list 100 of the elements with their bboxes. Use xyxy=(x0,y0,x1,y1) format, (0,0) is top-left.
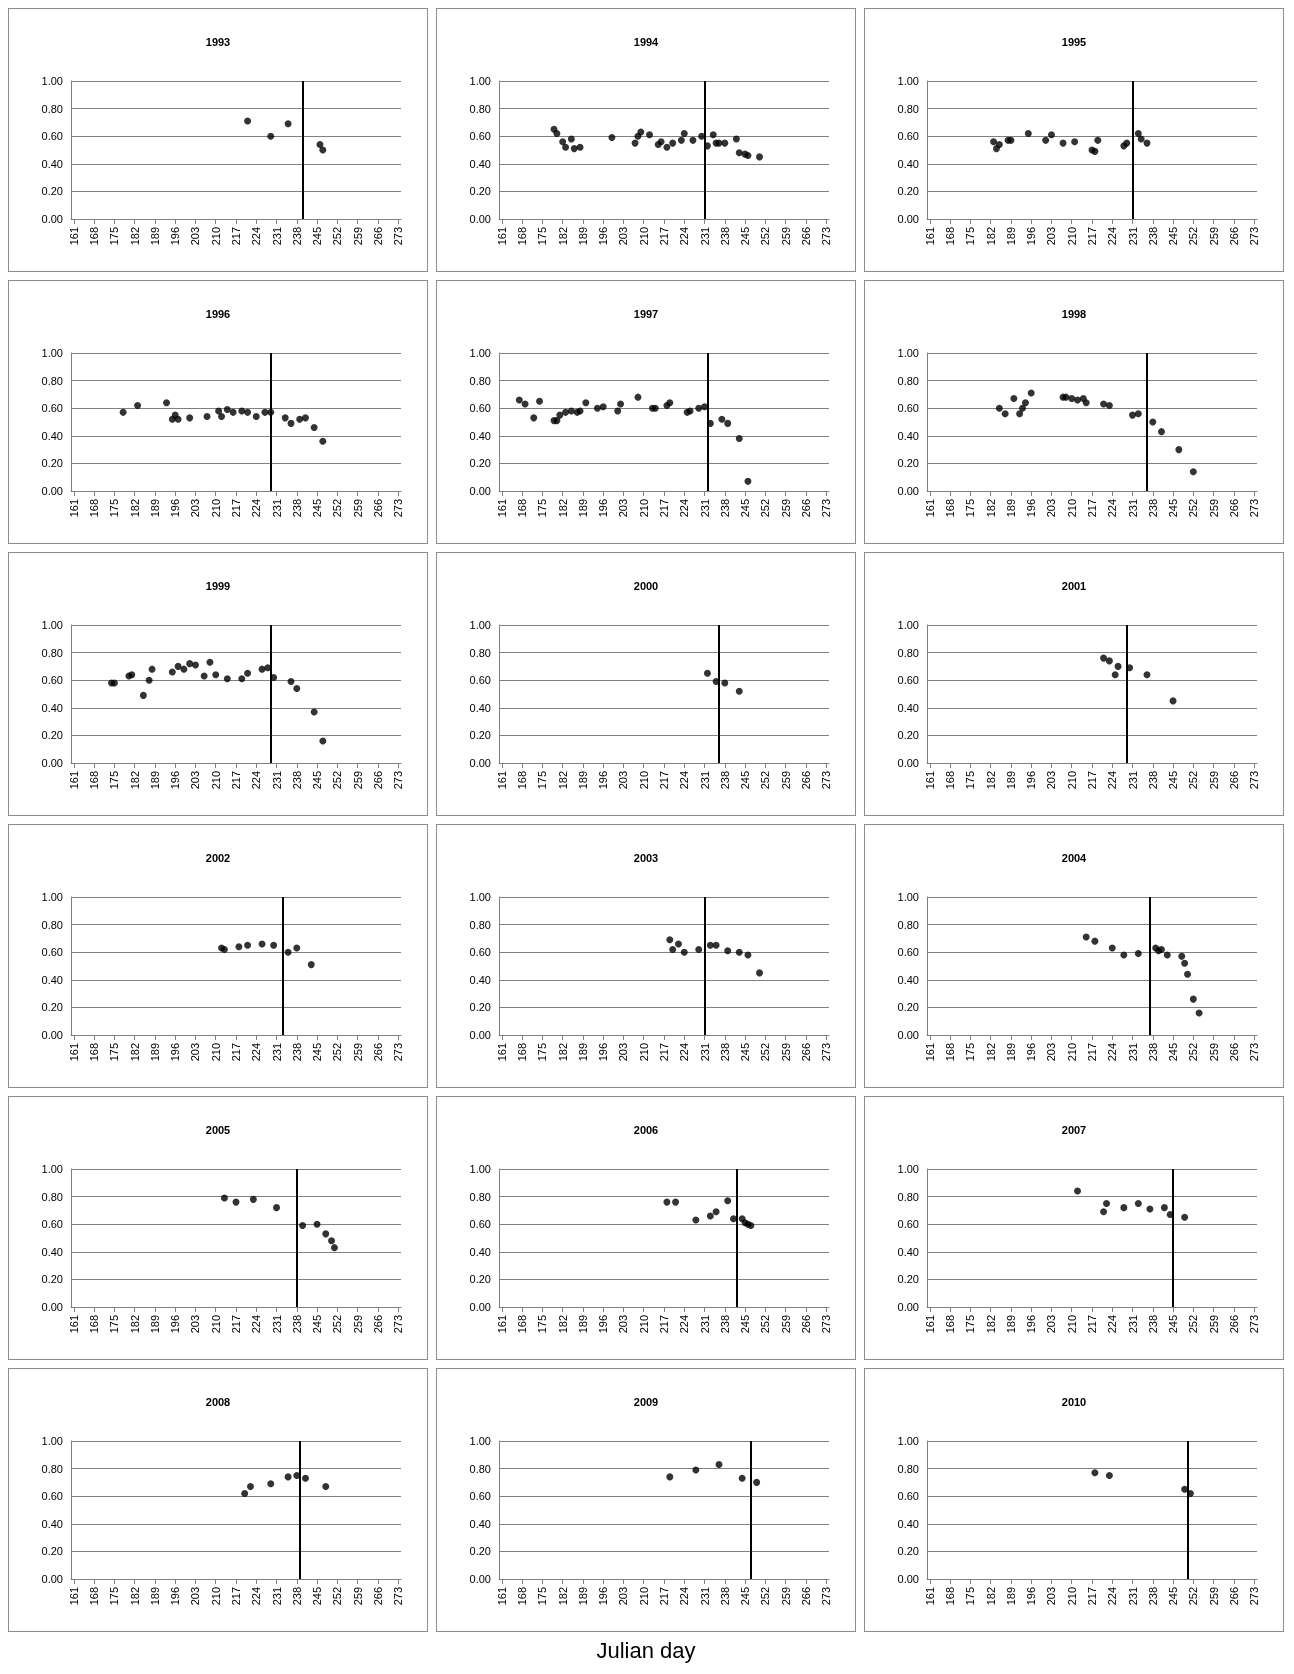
x-tick-label: 182 xyxy=(128,1587,141,1606)
x-tick-label: 238 xyxy=(1146,227,1159,246)
x-tick-label: 231 xyxy=(1126,499,1139,518)
x-tick-label: 245 xyxy=(739,1587,752,1606)
x-tick-label: 161 xyxy=(67,499,80,518)
x-tick-label: 259 xyxy=(1207,499,1220,518)
y-tick-label: 0.60 xyxy=(469,674,491,687)
y-tick-label: 0.40 xyxy=(41,1245,63,1258)
x-tick-label: 217 xyxy=(658,1587,670,1606)
x-tick-label: 273 xyxy=(392,499,405,518)
x-tick-label: 224 xyxy=(1106,1043,1119,1062)
x-tick-label: 168 xyxy=(88,499,101,518)
y-tick-label: 0.40 xyxy=(469,157,491,170)
x-tick-label: 189 xyxy=(1004,227,1017,246)
x-tick-label: 238 xyxy=(718,499,731,518)
x-tick-label: 252 xyxy=(759,1315,772,1334)
y-tick-label: 0.00 xyxy=(469,213,491,225)
x-tick-label: 210 xyxy=(637,499,650,518)
x-tick-label: 252 xyxy=(1187,1587,1200,1606)
x-tick-label: 231 xyxy=(698,1587,711,1606)
x-tick-label: 266 xyxy=(799,227,812,246)
y-tick-label: 0.00 xyxy=(897,1573,919,1585)
x-tick-label: 161 xyxy=(495,1315,508,1334)
y-tick-label: 1.00 xyxy=(41,347,63,359)
y-tick-label: 0.60 xyxy=(41,946,63,959)
x-tick-label: 252 xyxy=(331,1043,344,1062)
y-tick-label: 0.20 xyxy=(469,1273,491,1286)
x-tick-label: 203 xyxy=(189,1043,202,1062)
x-tick-label: 210 xyxy=(637,1587,650,1606)
x-tick-label: 224 xyxy=(678,1043,691,1062)
x-tick-label: 273 xyxy=(392,227,405,246)
x-tick-label: 266 xyxy=(799,771,812,790)
y-tick-label: 0.00 xyxy=(897,485,919,497)
y-tick-label: 0.80 xyxy=(41,918,63,931)
chart-title: 2008 xyxy=(205,1395,231,1408)
y-tick-label: 0.80 xyxy=(41,646,63,659)
x-tick-label: 252 xyxy=(331,499,344,518)
x-tick-label: 266 xyxy=(1227,1315,1240,1334)
x-tick-label: 266 xyxy=(371,499,384,518)
x-tick-label: 245 xyxy=(1167,227,1180,246)
x-tick-label: 273 xyxy=(1248,1587,1261,1606)
x-tick-label: 238 xyxy=(290,771,303,790)
x-tick-label: 231 xyxy=(270,1315,283,1334)
x-tick-label: 259 xyxy=(351,1587,364,1606)
x-tick-label: 217 xyxy=(658,771,670,790)
x-tick-label: 182 xyxy=(984,1587,997,1606)
x-tick-label: 266 xyxy=(371,1587,384,1606)
x-tick-label: 189 xyxy=(576,1043,589,1062)
x-tick-label: 175 xyxy=(536,771,549,790)
x-tick-label: 245 xyxy=(739,1315,752,1334)
x-tick-label: 161 xyxy=(923,1315,936,1334)
x-tick-label: 210 xyxy=(209,1043,222,1062)
chart-title: 2006 xyxy=(633,1123,659,1136)
y-tick-label: 0.60 xyxy=(897,1490,919,1503)
x-tick-label: 273 xyxy=(1248,771,1261,790)
x-tick-label: 161 xyxy=(67,771,80,790)
y-tick-label: 0.80 xyxy=(41,102,63,115)
y-tick-label: 0.60 xyxy=(469,402,491,415)
x-tick-label: 189 xyxy=(1004,771,1017,790)
y-tick-label: 0.40 xyxy=(469,973,491,986)
x-tick-label: 175 xyxy=(964,1587,977,1606)
y-tick-label: 0.20 xyxy=(41,1273,63,1286)
x-tick-label: 210 xyxy=(209,771,222,790)
x-tick-label: 224 xyxy=(250,499,263,518)
x-tick-label: 217 xyxy=(658,1043,670,1062)
y-tick-label: 1.00 xyxy=(469,347,491,359)
y-tick-label: 0.80 xyxy=(897,374,919,387)
x-tick-label: 224 xyxy=(1106,227,1119,246)
x-tick-label: 273 xyxy=(1248,227,1261,246)
y-tick-label: 0.40 xyxy=(897,701,919,714)
y-tick-label: 0.00 xyxy=(41,1301,63,1313)
x-tick-label: 273 xyxy=(1248,1315,1261,1334)
x-tick-label: 252 xyxy=(1187,227,1200,246)
x-tick-label: 245 xyxy=(1167,1587,1180,1606)
x-tick-label: 189 xyxy=(1004,1043,1017,1062)
y-tick-label: 0.40 xyxy=(469,1517,491,1530)
x-tick-label: 196 xyxy=(597,499,610,518)
x-tick-label: 175 xyxy=(536,1587,549,1606)
x-tick-label: 203 xyxy=(617,227,630,246)
x-tick-label: 196 xyxy=(1025,771,1038,790)
y-tick-label: 0.40 xyxy=(897,157,919,170)
chart-title: 2002 xyxy=(205,851,231,864)
x-tick-label: 266 xyxy=(371,227,384,246)
x-tick-label: 259 xyxy=(1207,771,1220,790)
y-tick-label: 0.80 xyxy=(897,1190,919,1203)
x-tick-label: 266 xyxy=(371,1315,384,1334)
y-tick-label: 0.60 xyxy=(469,130,491,143)
x-tick-label: 175 xyxy=(964,771,977,790)
x-tick-label: 259 xyxy=(351,227,364,246)
x-tick-label: 259 xyxy=(779,1315,792,1334)
x-tick-label: 224 xyxy=(678,771,691,790)
x-tick-label: 175 xyxy=(964,1315,977,1334)
x-tick-label: 252 xyxy=(759,771,772,790)
y-tick-label: 0.20 xyxy=(469,1545,491,1558)
x-tick-label: 203 xyxy=(617,1315,630,1334)
x-tick-label: 224 xyxy=(678,227,691,246)
x-tick-label: 210 xyxy=(209,227,222,246)
x-tick-label: 266 xyxy=(1227,1587,1240,1606)
y-tick-label: 0.80 xyxy=(469,102,491,115)
x-tick-label: 217 xyxy=(1086,227,1098,246)
